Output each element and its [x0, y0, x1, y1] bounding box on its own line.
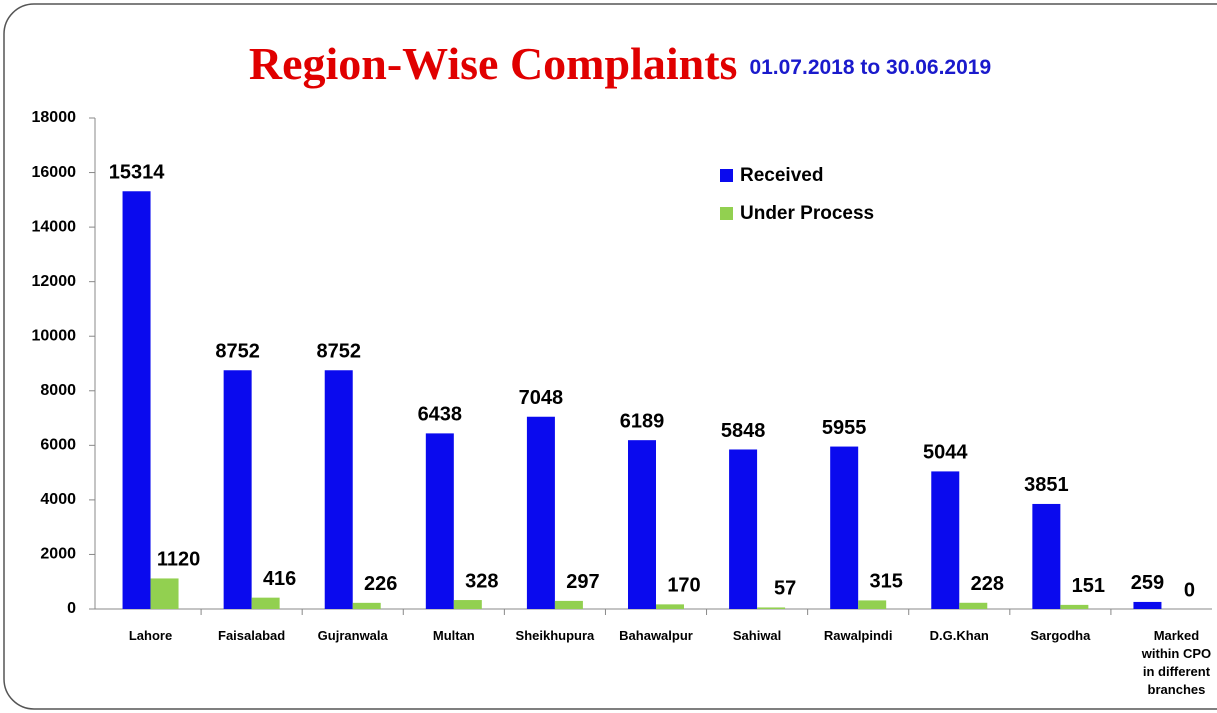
data-label: 226: [364, 573, 397, 595]
x-tick-label: Faisalabad: [218, 628, 286, 643]
bar: [150, 578, 179, 609]
y-tick-label: 8000: [40, 382, 76, 399]
bar: [729, 449, 758, 609]
bar: [656, 604, 684, 609]
y-tick-label: 0: [67, 600, 76, 617]
bar: [959, 602, 988, 609]
y-tick-label: 10000: [32, 327, 77, 344]
bar: [425, 433, 454, 609]
x-tick-label: Marked within CPO in different branches: [1141, 628, 1212, 697]
y-tick-label: 12000: [32, 273, 77, 290]
bar: [1032, 503, 1061, 609]
y-tick-label: 2000: [40, 546, 76, 563]
x-tick-label: Bahawalpur: [619, 628, 693, 643]
data-label: 1120: [157, 549, 200, 571]
y-tick-label: 4000: [40, 491, 76, 508]
title-group: Region-Wise Complaints 01.07.2018 to 30.0…: [249, 38, 991, 89]
frame: [3, 3, 1217, 710]
data-label: 228: [971, 573, 1004, 595]
bar: [324, 370, 353, 609]
bar: [122, 191, 151, 609]
chart-title: Region-Wise Complaints: [249, 38, 738, 89]
data-label: 6189: [620, 410, 665, 432]
y-tick-label: 16000: [32, 164, 77, 181]
data-label: 328: [465, 570, 498, 592]
legend-swatch: [720, 169, 733, 182]
data-label: 57: [774, 578, 796, 600]
data-label: 7048: [519, 387, 564, 409]
x-tick-label: Lahore: [128, 628, 173, 643]
legend-label: Under Process: [740, 203, 874, 224]
bar: [628, 440, 656, 609]
data-label: 5848: [721, 420, 766, 442]
data-label: 8752: [215, 341, 260, 363]
bar: [858, 600, 887, 609]
bar: [352, 602, 381, 609]
bar: [757, 607, 786, 609]
legend-label: Received: [740, 165, 823, 186]
bar: [554, 600, 583, 609]
bar: [931, 471, 960, 609]
data-label: 15314: [109, 162, 165, 184]
x-tick-label: Rawalpindi: [823, 628, 893, 643]
data-label: 151: [1072, 575, 1105, 597]
data-label: 170: [667, 575, 700, 597]
data-label: 0: [1184, 579, 1195, 601]
bar: [1133, 601, 1162, 609]
data-label: 297: [566, 571, 599, 593]
data-label: 6438: [418, 404, 463, 426]
data-label: 5955: [822, 417, 867, 439]
y-tick-label: 18000: [32, 109, 77, 126]
x-tick-label: Gujranwala: [317, 628, 388, 643]
data-label: 315: [869, 571, 902, 593]
data-label: 416: [263, 568, 296, 590]
chart-subtitle: 01.07.2018 to 30.06.2019: [749, 56, 991, 79]
x-tick-label: Multan: [432, 628, 475, 643]
x-tick-label: Sahiwal: [732, 628, 782, 643]
y-tick-label: 6000: [40, 437, 76, 454]
bar: [526, 416, 555, 609]
x-tick-label: D.G.Khan: [929, 628, 989, 643]
data-label: 259: [1131, 572, 1164, 594]
bar: [1060, 604, 1089, 609]
x-tick-label: Sheikhupura: [515, 628, 595, 643]
legend-swatch: [720, 207, 733, 220]
data-label: 5044: [923, 442, 968, 464]
data-label: 8752: [316, 341, 361, 363]
bar: [251, 597, 280, 609]
bar: [453, 600, 482, 609]
data-label: 3851: [1024, 474, 1069, 496]
bar: [223, 370, 252, 609]
x-tick-label: Sargodha: [1030, 628, 1091, 643]
bar: [830, 446, 859, 609]
y-tick-label: 14000: [32, 218, 77, 235]
